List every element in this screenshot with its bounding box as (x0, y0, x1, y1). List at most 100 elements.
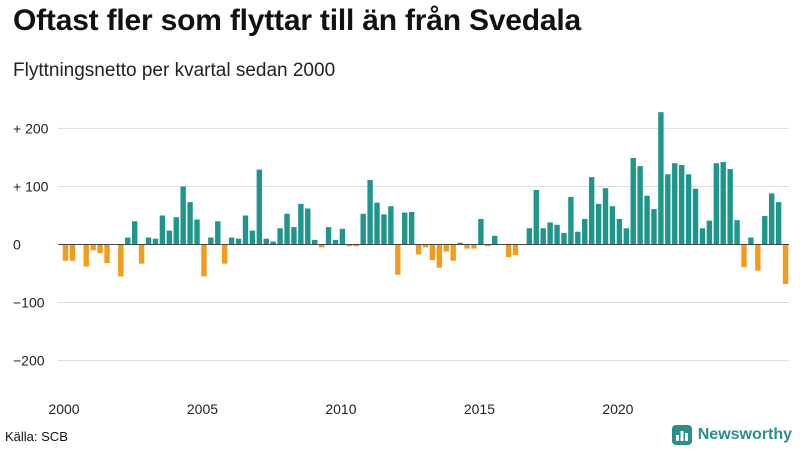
y-tick-label: + 100 (13, 178, 49, 194)
bar (90, 244, 96, 251)
bar (291, 227, 297, 245)
bar (381, 214, 387, 245)
bar (630, 158, 636, 245)
bar (471, 244, 477, 249)
bar (62, 244, 69, 261)
bar (450, 244, 456, 261)
bar (83, 244, 89, 267)
bar (408, 211, 415, 245)
bar (762, 216, 768, 245)
bar (699, 228, 706, 245)
bar (492, 235, 498, 245)
bar (256, 169, 263, 245)
y-tick-label: −200 (13, 353, 45, 369)
bar (277, 228, 283, 245)
axes: + 200 + 100 0 −100 −200 2000 2005 2010 2015 2020 (13, 120, 789, 417)
bar (457, 242, 463, 245)
bar (194, 219, 200, 245)
brand-name: Newsworthy (697, 426, 792, 443)
bar (284, 213, 290, 245)
bar (623, 228, 629, 245)
bar (720, 162, 726, 245)
bar (201, 244, 207, 277)
bar (395, 244, 401, 275)
bar (402, 212, 408, 245)
bar (312, 239, 318, 245)
bar (540, 228, 546, 245)
bar (132, 221, 138, 245)
y-tick-label: + 200 (13, 120, 49, 136)
bar (755, 244, 761, 271)
bar (353, 244, 359, 247)
source-note: Källa: SCB (5, 429, 68, 444)
bar (478, 218, 484, 245)
bar (616, 218, 623, 245)
bar (568, 196, 574, 245)
bar (429, 244, 436, 261)
bar (415, 244, 422, 255)
bar (637, 166, 643, 245)
bars (62, 112, 789, 284)
x-tick-label: 2010 (325, 401, 356, 417)
bar (665, 174, 671, 245)
bar-chart-logo-icon (671, 425, 692, 445)
bar (242, 215, 249, 245)
bar (173, 217, 179, 245)
bar (533, 189, 539, 245)
bar (298, 203, 304, 245)
bar (464, 244, 470, 249)
bar (595, 203, 602, 245)
bar (332, 239, 339, 245)
x-tick-label: 2020 (602, 401, 633, 417)
bar (249, 230, 256, 245)
bar (775, 202, 782, 245)
bar (644, 195, 650, 245)
bar (187, 202, 193, 245)
bar (505, 244, 512, 258)
bar (318, 244, 325, 248)
bar (609, 206, 616, 245)
bar (554, 224, 560, 245)
x-tick-label: 2015 (464, 401, 495, 417)
bar (741, 244, 747, 268)
bar (69, 244, 76, 261)
bar (305, 208, 311, 245)
bar (582, 218, 588, 245)
x-tick-label: 2000 (48, 401, 79, 417)
bar (222, 244, 228, 264)
bar (734, 220, 740, 245)
bar (672, 163, 678, 245)
bar (658, 112, 664, 245)
bar (678, 164, 685, 245)
bar (422, 244, 429, 248)
chart-title: Oftast fler som flyttar till än från Sve… (13, 4, 582, 37)
bar (125, 237, 131, 245)
bar (727, 169, 733, 245)
bar (118, 244, 124, 277)
bar (166, 230, 173, 245)
bar (235, 238, 242, 245)
y-tick-label: −100 (13, 295, 45, 311)
bar (228, 237, 235, 245)
bar (768, 193, 775, 245)
brand-logo[interactable]: Newsworthy (671, 425, 792, 445)
bar (512, 244, 519, 255)
bar (152, 238, 159, 245)
bar (208, 237, 214, 245)
bar (215, 221, 221, 245)
bar (485, 244, 491, 247)
bar (561, 232, 567, 245)
bar (436, 244, 443, 268)
bar (346, 244, 353, 247)
bar (367, 180, 373, 245)
bar (145, 237, 152, 245)
bar (588, 177, 595, 245)
bar (97, 244, 103, 254)
bar (360, 213, 366, 245)
bar (782, 244, 789, 284)
bar (651, 209, 657, 245)
bar (180, 186, 186, 245)
bar (374, 202, 380, 245)
bar (263, 238, 269, 245)
bar (443, 244, 449, 252)
